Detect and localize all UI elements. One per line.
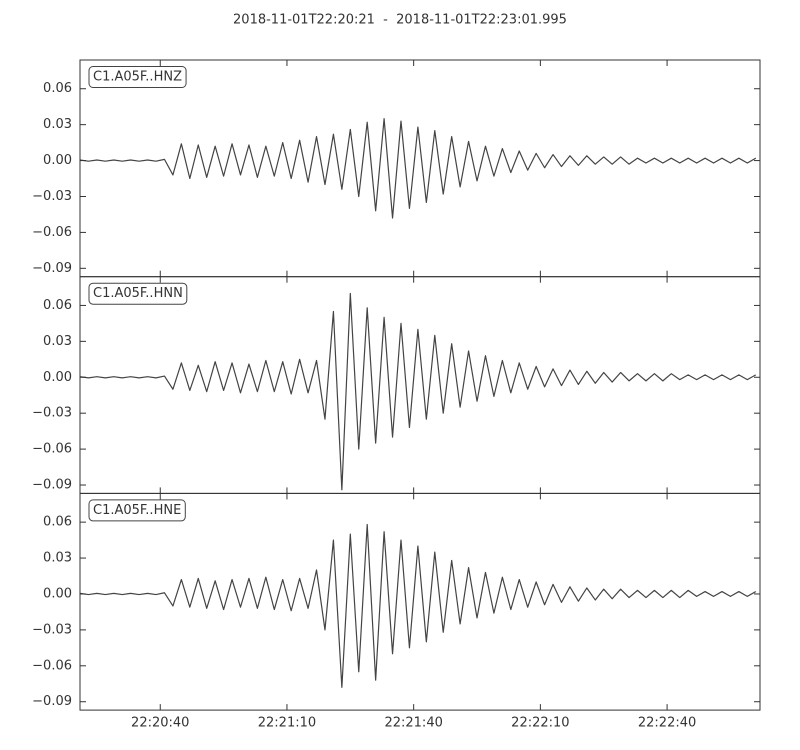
y-tick-label: −0.06 bbox=[32, 442, 72, 457]
y-tick-label: −0.03 bbox=[32, 622, 72, 637]
y-tick-label: 0.03 bbox=[43, 334, 72, 349]
trace-label-box bbox=[88, 66, 187, 88]
y-tick-label: −0.09 bbox=[32, 478, 72, 493]
y-tick-label: 0.00 bbox=[43, 370, 72, 385]
trace-label-box bbox=[88, 499, 186, 522]
panel-frame bbox=[79, 492, 761, 711]
y-tick-label: −0.09 bbox=[32, 261, 72, 276]
y-tick-label: 0.06 bbox=[43, 298, 72, 313]
panel-frame bbox=[79, 59, 761, 278]
trace-label: C1.A05F..HNN bbox=[93, 286, 183, 301]
x-tick-label: 22:22:40 bbox=[638, 716, 696, 731]
trace-label-box bbox=[88, 282, 188, 305]
y-tick-label: 0.03 bbox=[43, 117, 72, 132]
x-tick-label: 22:20:40 bbox=[131, 716, 189, 731]
y-tick-label: −0.03 bbox=[32, 189, 72, 204]
y-tick-label: 0.03 bbox=[43, 551, 72, 566]
trace-label: C1.A05F..HNE bbox=[93, 503, 181, 518]
waveform bbox=[79, 523, 757, 688]
chart-title: 2018-11-01T22:20:21 - 2018-11-01T22:23:0… bbox=[233, 13, 567, 28]
y-tick-label: 0.06 bbox=[43, 515, 72, 530]
y-tick-label: 0.00 bbox=[43, 153, 72, 168]
x-tick-label: 22:21:40 bbox=[384, 716, 442, 731]
y-tick-label: −0.03 bbox=[32, 406, 72, 421]
y-tick-label: −0.09 bbox=[32, 694, 72, 709]
y-tick-label: −0.06 bbox=[32, 225, 72, 240]
panel-frame bbox=[79, 276, 761, 494]
x-tick-label: 22:21:10 bbox=[258, 716, 316, 731]
x-tick-label: 22:22:10 bbox=[511, 716, 569, 731]
y-tick-label: −0.06 bbox=[32, 658, 72, 673]
trace-label: C1.A05F..HNZ bbox=[93, 70, 182, 85]
y-tick-label: 0.06 bbox=[43, 81, 72, 96]
waveform bbox=[79, 118, 757, 219]
y-tick-label: 0.00 bbox=[43, 586, 72, 601]
waveform bbox=[79, 292, 757, 491]
